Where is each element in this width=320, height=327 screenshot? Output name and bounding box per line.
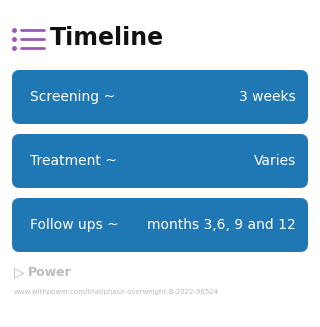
Text: www.withpower.com/trial/phase-overweight-8-2022-96524: www.withpower.com/trial/phase-overweight… [14, 289, 219, 295]
FancyBboxPatch shape [12, 134, 308, 188]
Text: months 3,6, 9 and 12: months 3,6, 9 and 12 [147, 218, 296, 232]
Text: Timeline: Timeline [50, 26, 164, 50]
Text: Power: Power [28, 266, 72, 279]
Text: Follow ups ~: Follow ups ~ [30, 218, 119, 232]
Text: 3 weeks: 3 weeks [239, 90, 296, 104]
FancyBboxPatch shape [12, 198, 308, 252]
Text: Screening ~: Screening ~ [30, 90, 115, 104]
Text: Treatment ~: Treatment ~ [30, 154, 117, 168]
Text: Varies: Varies [254, 154, 296, 168]
Text: ▷: ▷ [14, 265, 25, 279]
FancyBboxPatch shape [12, 70, 308, 124]
